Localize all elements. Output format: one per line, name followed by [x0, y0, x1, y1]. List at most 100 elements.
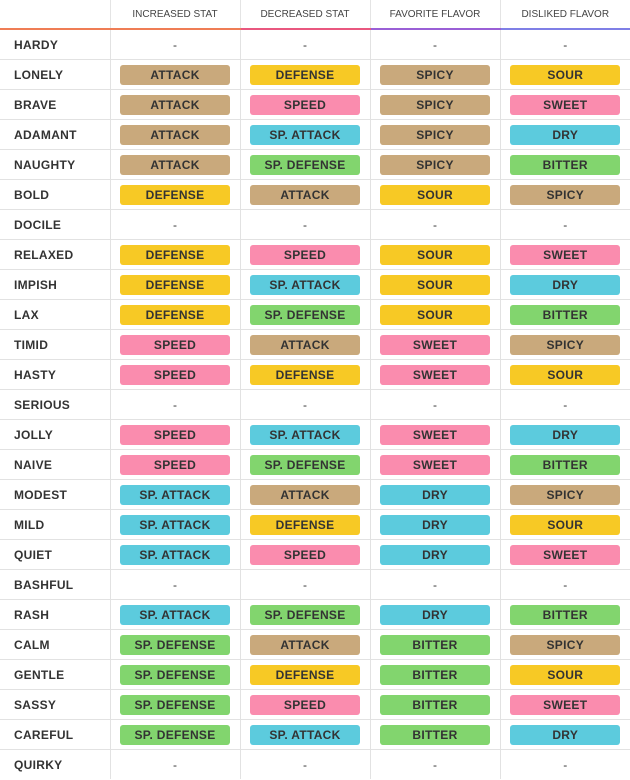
- nature-row: SERIOUS - - - -: [0, 389, 630, 420]
- cell: DRY: [499, 419, 630, 450]
- badge: DRY: [380, 604, 490, 625]
- badge: SP. ATTACK: [250, 274, 360, 295]
- nature-name: BRAVE: [0, 89, 110, 120]
- cell: -: [369, 749, 500, 779]
- cell: -: [109, 209, 240, 240]
- empty-mark: -: [303, 577, 307, 592]
- badge: DEFENSE: [250, 664, 360, 685]
- badge: SP. DEFENSE: [120, 664, 230, 685]
- cell: ATTACK: [239, 179, 370, 210]
- nature-name: QUIRKY: [0, 749, 110, 779]
- cell: SP. DEFENSE: [109, 689, 240, 720]
- cell: ATTACK: [239, 329, 370, 360]
- cell: SPICY: [499, 179, 630, 210]
- cell: -: [239, 389, 370, 420]
- cell: SP. ATTACK: [239, 269, 370, 300]
- badge: DRY: [380, 514, 490, 535]
- nature-name: HASTY: [0, 359, 110, 390]
- badge: ATTACK: [120, 94, 230, 115]
- cell: SP. ATTACK: [109, 479, 240, 510]
- badge: SOUR: [510, 664, 621, 685]
- badge: BITTER: [510, 304, 621, 325]
- cell: SPICY: [499, 629, 630, 660]
- nature-name: MODEST: [0, 479, 110, 510]
- cell: DEFENSE: [109, 299, 240, 330]
- cell: DRY: [369, 509, 500, 540]
- nature-row: SASSY SP. DEFENSE SPEED BITTER SWEET: [0, 689, 630, 720]
- badge: SP. ATTACK: [120, 514, 230, 535]
- badge: BITTER: [380, 664, 490, 685]
- badge: SPICY: [510, 334, 621, 355]
- badge: DEFENSE: [250, 514, 360, 535]
- empty-mark: -: [563, 37, 568, 52]
- cell: SOUR: [499, 659, 630, 690]
- nature-row: RELAXED DEFENSE SPEED SOUR SWEET: [0, 239, 630, 270]
- header-cell: [0, 0, 110, 30]
- cell: SPEED: [109, 449, 240, 480]
- badge: SOUR: [380, 304, 490, 325]
- badge: DRY: [510, 124, 621, 145]
- cell: SPEED: [239, 89, 370, 120]
- cell: SP. ATTACK: [239, 719, 370, 750]
- nature-name: NAUGHTY: [0, 149, 110, 180]
- cell: ATTACK: [109, 59, 240, 90]
- badge: SP. ATTACK: [120, 544, 230, 565]
- nature-row: MODEST SP. ATTACK ATTACK DRY SPICY: [0, 479, 630, 510]
- badge: ATTACK: [120, 124, 230, 145]
- badge: SP. DEFENSE: [120, 634, 230, 655]
- badge: BITTER: [380, 634, 490, 655]
- cell: SOUR: [499, 509, 630, 540]
- badge: ATTACK: [250, 634, 360, 655]
- cell: SWEET: [369, 329, 500, 360]
- cell: SPICY: [369, 59, 500, 90]
- badge: SP. DEFENSE: [120, 724, 230, 745]
- cell: -: [109, 28, 240, 60]
- cell: -: [109, 389, 240, 420]
- cell: -: [239, 569, 370, 600]
- cell: -: [499, 209, 630, 240]
- nature-name: JOLLY: [0, 419, 110, 450]
- cell: SP. DEFENSE: [109, 659, 240, 690]
- badge: SPICY: [510, 484, 621, 505]
- cell: SP. DEFENSE: [109, 719, 240, 750]
- cell: SWEET: [499, 689, 630, 720]
- nature-row: LAX DEFENSE SP. DEFENSE SOUR BITTER: [0, 299, 630, 330]
- header-cell: DECREASED STAT: [239, 0, 370, 30]
- empty-mark: -: [303, 217, 307, 232]
- cell: -: [369, 209, 500, 240]
- badge: SPEED: [120, 364, 230, 385]
- badge: BITTER: [510, 604, 621, 625]
- cell: SPEED: [109, 329, 240, 360]
- badge: ATTACK: [250, 334, 360, 355]
- badge: BITTER: [510, 454, 621, 475]
- cell: SPICY: [499, 329, 630, 360]
- badge: SWEET: [510, 544, 621, 565]
- cell: -: [499, 389, 630, 420]
- badge: SWEET: [510, 244, 621, 265]
- cell: SOUR: [499, 59, 630, 90]
- nature-row: QUIRKY - - - -: [0, 749, 630, 779]
- cell: SP. DEFENSE: [239, 599, 370, 630]
- cell: SP. ATTACK: [109, 539, 240, 570]
- badge: SPICY: [380, 154, 490, 175]
- badge: ATTACK: [250, 484, 360, 505]
- cell: DRY: [499, 119, 630, 150]
- cell: SP. DEFENSE: [109, 629, 240, 660]
- badge: SP. ATTACK: [250, 424, 360, 445]
- nature-name: LONELY: [0, 59, 110, 90]
- nature-name: LAX: [0, 299, 110, 330]
- nature-row: JOLLY SPEED SP. ATTACK SWEET DRY: [0, 419, 630, 450]
- nature-row: NAIVE SPEED SP. DEFENSE SWEET BITTER: [0, 449, 630, 480]
- badge: DEFENSE: [250, 364, 360, 385]
- cell: SPEED: [239, 539, 370, 570]
- badge: BITTER: [380, 694, 490, 715]
- nature-name: NAIVE: [0, 449, 110, 480]
- cell: SOUR: [369, 299, 500, 330]
- header-cell: DISLIKED FLAVOR: [499, 0, 630, 30]
- cell: BITTER: [369, 719, 500, 750]
- nature-row: HARDY - - - -: [0, 28, 630, 60]
- cell: SPEED: [109, 359, 240, 390]
- cell: BITTER: [499, 599, 630, 630]
